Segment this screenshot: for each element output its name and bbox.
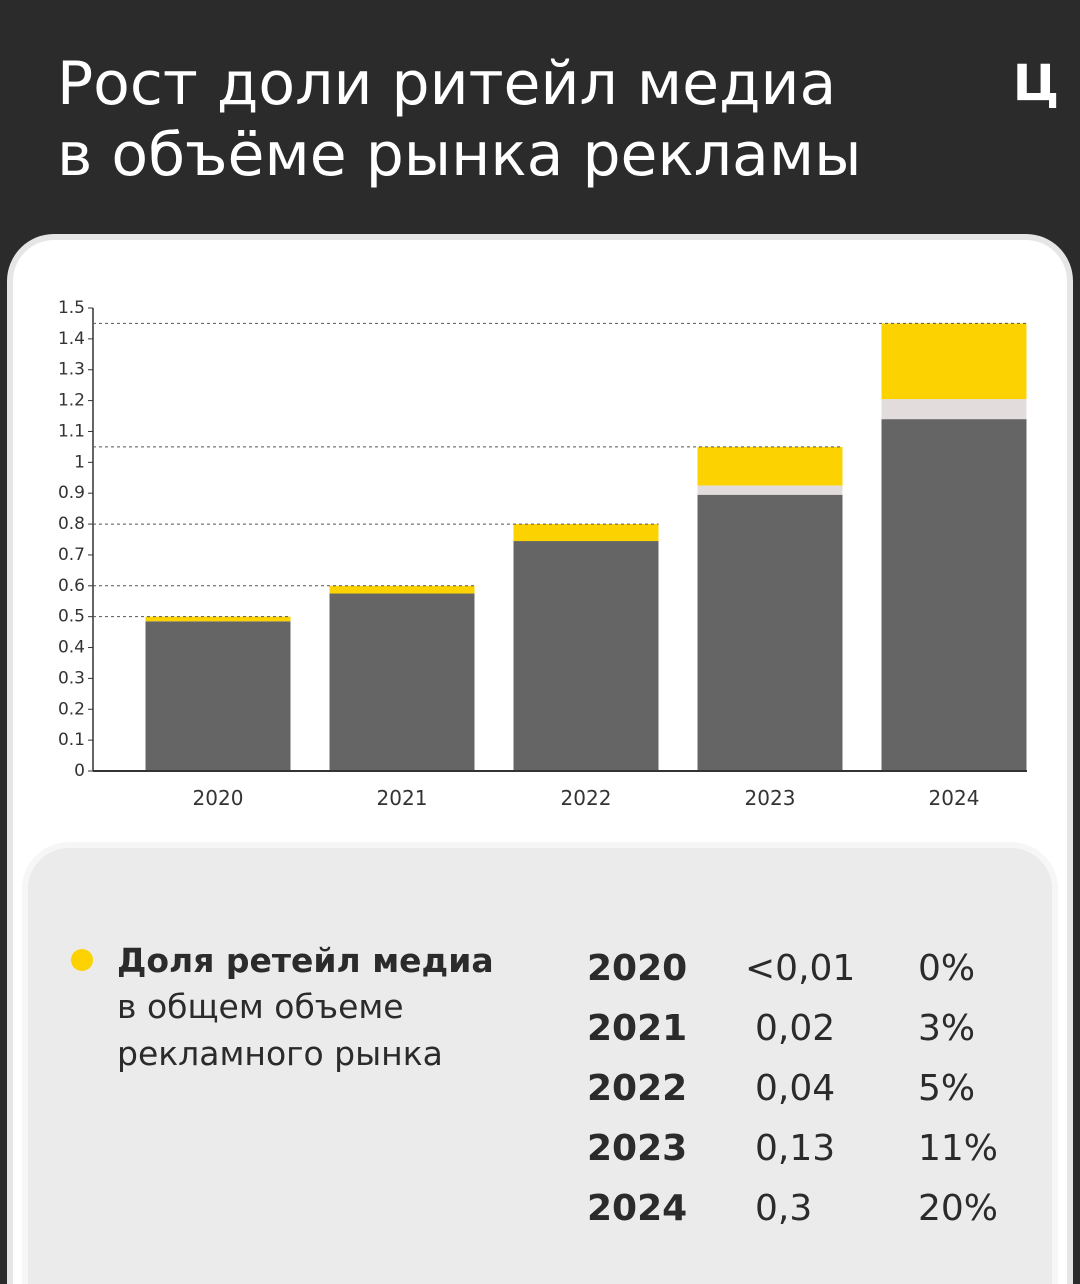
plot: 0 0.1 0.2 0.3 0.4 0.5 0.6 0.7 0.8 0.9 1 1.1 1.2 1.3 1.…: [58, 298, 1027, 810]
y-tick-label: 0.6: [58, 576, 85, 596]
table-cell: 2021: [587, 1008, 687, 1049]
table-cell: 0,13: [755, 1128, 835, 1169]
table-cell: 0,04: [755, 1068, 835, 1109]
table-cell: 0,02: [755, 1008, 835, 1049]
y-tick-label: 1.2: [58, 391, 85, 411]
bar-segment: [697, 446, 843, 486]
table-cell: 5%: [918, 1068, 975, 1109]
y-tick-label: 0.8: [58, 514, 85, 534]
y-tick-label: 0: [74, 761, 85, 781]
table-cell: 2020: [587, 948, 687, 989]
bar-segment: [697, 485, 843, 495]
title-line: Рост доли ритейл медиа: [57, 49, 836, 119]
table: 2020 <0,01 0% 2021 0,02 3% 2022 0,04 5% 2023 0,13 1…: [587, 948, 998, 1229]
legend-line: в общем объеме: [117, 987, 404, 1026]
bar-segment: [145, 621, 291, 771]
title-line: в объёме рынка рекламы: [57, 120, 861, 190]
y-tick-label: 0.9: [58, 483, 85, 503]
y-tick-label: 1.5: [58, 298, 85, 318]
legend-dot: [71, 949, 93, 971]
table-cell: <0,01: [745, 948, 855, 989]
table-cell: 3%: [918, 1008, 975, 1049]
y-tick-label: 1.3: [58, 360, 85, 380]
table-cell: 0,3: [755, 1188, 812, 1229]
legend-panel: [22, 842, 1058, 1284]
bar-segment: [513, 524, 659, 542]
bar-segment: [697, 494, 843, 771]
table-cell: 2024: [587, 1188, 687, 1229]
y-tick-label: 0.3: [58, 668, 85, 688]
table-cell: 2023: [587, 1128, 687, 1169]
table-cell: 11%: [918, 1128, 998, 1169]
bar-segment: [881, 323, 1027, 400]
legend-title: Доля ретейл медиа: [117, 941, 494, 980]
y-tick-label: 1.4: [58, 329, 85, 349]
y-tick-label: 0.1: [58, 730, 85, 750]
table-cell: 2022: [587, 1068, 687, 1109]
bar-segment: [329, 585, 475, 594]
x-tick-label: 2022: [561, 786, 612, 810]
bar-segment: [513, 541, 659, 771]
bar-segment: [329, 593, 475, 771]
bar-segment: [145, 616, 291, 622]
y-tick-label: 0.5: [58, 607, 85, 627]
table-cell: 0%: [918, 948, 975, 989]
x-tick-label: 2024: [929, 786, 980, 810]
table-cell: 20%: [918, 1188, 998, 1229]
bar-segment: [881, 419, 1027, 771]
bar-segment: [881, 399, 1027, 420]
x-tick-label: 2020: [193, 786, 244, 810]
y-tick-label: 0.4: [58, 638, 85, 658]
legend-line: рекламного рынка: [117, 1034, 443, 1073]
x-tick-label: 2021: [377, 786, 428, 810]
x-tick-label: 2023: [745, 786, 796, 810]
y-tick-label: 0.7: [58, 545, 85, 565]
y-tick-label: 0.2: [58, 699, 85, 719]
y-tick-label: 1.1: [58, 421, 85, 441]
logo: Ц: [1013, 54, 1059, 112]
y-tick-label: 1: [74, 452, 85, 472]
